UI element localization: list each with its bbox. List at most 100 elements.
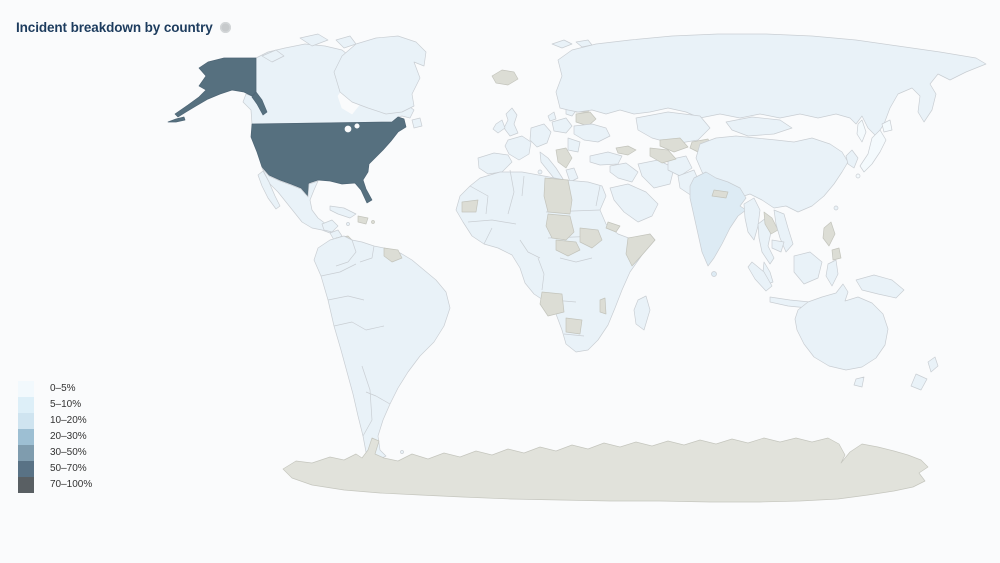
country-germany[interactable] <box>529 123 552 148</box>
country-indonesia-sulawesi[interactable] <box>825 259 839 287</box>
country-philippines[interactable] <box>831 247 842 261</box>
country-guyana-suriname[interactable] <box>383 247 403 263</box>
country-libya[interactable] <box>543 177 573 215</box>
country-antarctica[interactable] <box>282 437 929 503</box>
country-iceland[interactable] <box>491 69 519 86</box>
country-indonesia-borneo[interactable] <box>793 251 823 285</box>
country-usa[interactable] <box>250 116 407 204</box>
country-jamaica[interactable] <box>346 222 350 226</box>
country-japan-hokkaido[interactable] <box>881 119 893 133</box>
legend-label: 30–50% <box>50 447 87 458</box>
country-ukraine[interactable] <box>573 123 611 143</box>
legend-label: 70–100% <box>50 479 93 490</box>
legend-swatch <box>18 397 34 413</box>
country-romania-bulgaria[interactable] <box>567 137 581 153</box>
continent-south-america[interactable] <box>313 235 451 463</box>
country-belarus[interactable] <box>575 111 597 127</box>
country-hispaniola[interactable] <box>357 215 369 225</box>
chart-header: Incident breakdown by country <box>16 20 231 35</box>
country-new-zealand-south[interactable] <box>910 373 928 391</box>
country-puerto-rico[interactable] <box>371 220 375 224</box>
country-madagascar[interactable] <box>633 295 651 331</box>
country-eritrea[interactable] <box>605 221 621 233</box>
country-canada-arctic[interactable] <box>299 33 329 47</box>
country-sri-lanka[interactable] <box>711 271 717 277</box>
country-greenland[interactable] <box>333 35 427 115</box>
country-usa-alaska[interactable] <box>174 57 257 118</box>
country-falklands[interactable] <box>400 450 404 454</box>
legend-label: 0–5% <box>50 383 76 394</box>
legend-label: 50–70% <box>50 463 87 474</box>
chart-title: Incident breakdown by country <box>16 20 213 35</box>
country-western-balkans[interactable] <box>555 147 573 169</box>
country-syria-iraq[interactable] <box>609 162 639 183</box>
country-botswana[interactable] <box>565 317 583 335</box>
legend: 0–5% 5–10% 10–20% 20–30% 30–50% 50–70% 7… <box>18 381 92 493</box>
legend-item: 5–10% <box>18 397 92 413</box>
country-mexico-baja[interactable] <box>257 170 281 210</box>
country-usa-alaska-panhandle[interactable] <box>251 91 268 116</box>
country-new-zealand-north[interactable] <box>927 356 939 373</box>
info-icon[interactable] <box>219 22 231 33</box>
country-greece[interactable] <box>565 167 579 183</box>
legend-item: 50–70% <box>18 461 92 477</box>
country-somalia[interactable] <box>625 233 656 267</box>
country-ireland[interactable] <box>492 119 506 134</box>
country-australia-tasmania[interactable] <box>853 376 865 388</box>
country-turkmenistan[interactable] <box>649 147 677 164</box>
country-central-african-republic[interactable] <box>555 239 581 257</box>
country-saudi-arabia[interactable] <box>609 183 659 223</box>
country-uzbekistan[interactable] <box>659 137 689 153</box>
country-chad[interactable] <box>545 213 575 241</box>
country-new-guinea[interactable] <box>855 274 905 299</box>
great-lakes <box>354 123 360 129</box>
country-indonesia-sumatra[interactable] <box>747 261 773 292</box>
country-denmark[interactable] <box>547 111 557 122</box>
legend-swatch <box>18 429 34 445</box>
country-canada-arctic[interactable] <box>261 49 285 63</box>
legend-label: 5–10% <box>50 399 82 410</box>
country-svalbard[interactable] <box>551 39 573 49</box>
country-russia-sakhalin[interactable] <box>856 119 867 143</box>
country-kazakhstan[interactable] <box>635 111 711 145</box>
country-malawi[interactable] <box>599 297 607 315</box>
country-mexico[interactable] <box>261 167 335 234</box>
country-india[interactable] <box>689 171 747 267</box>
country-usa-aleutians[interactable] <box>167 116 186 123</box>
country-russia[interactable] <box>555 33 987 137</box>
country-turkey[interactable] <box>589 151 623 166</box>
country-japan[interactable] <box>859 129 887 173</box>
legend-swatch <box>18 477 34 493</box>
country-mongolia[interactable] <box>725 116 793 137</box>
country-japan-kyushu[interactable] <box>855 173 861 179</box>
country-south-sudan[interactable] <box>579 227 603 249</box>
country-cuba[interactable] <box>329 205 357 219</box>
country-myanmar[interactable] <box>743 197 761 241</box>
south-america-borders <box>320 239 391 437</box>
legend-swatch <box>18 445 34 461</box>
country-western-sahara[interactable] <box>461 199 479 213</box>
country-canada-newfoundland[interactable] <box>411 117 423 129</box>
country-vietnam[interactable] <box>773 209 794 253</box>
country-taiwan[interactable] <box>833 205 839 211</box>
country-australia[interactable] <box>794 283 889 371</box>
country-france[interactable] <box>504 135 532 161</box>
legend-swatch <box>18 413 34 429</box>
country-caucasus[interactable] <box>615 145 637 156</box>
country-afghanistan[interactable] <box>667 155 693 177</box>
legend-item: 20–30% <box>18 429 92 445</box>
country-nepal[interactable] <box>711 189 729 199</box>
country-poland[interactable] <box>551 117 573 134</box>
country-angola[interactable] <box>539 291 565 317</box>
country-cambodia[interactable] <box>771 239 785 253</box>
country-philippines[interactable] <box>822 221 836 247</box>
country-laos[interactable] <box>763 211 779 235</box>
country-united-kingdom[interactable] <box>503 107 519 137</box>
country-korea[interactable] <box>845 149 859 169</box>
country-spain-portugal[interactable] <box>477 152 513 175</box>
country-italy-sardinia[interactable] <box>537 169 543 175</box>
legend-label: 10–20% <box>50 415 87 426</box>
legend-item: 70–100% <box>18 477 92 493</box>
country-mexico-yucatan[interactable] <box>321 219 339 233</box>
